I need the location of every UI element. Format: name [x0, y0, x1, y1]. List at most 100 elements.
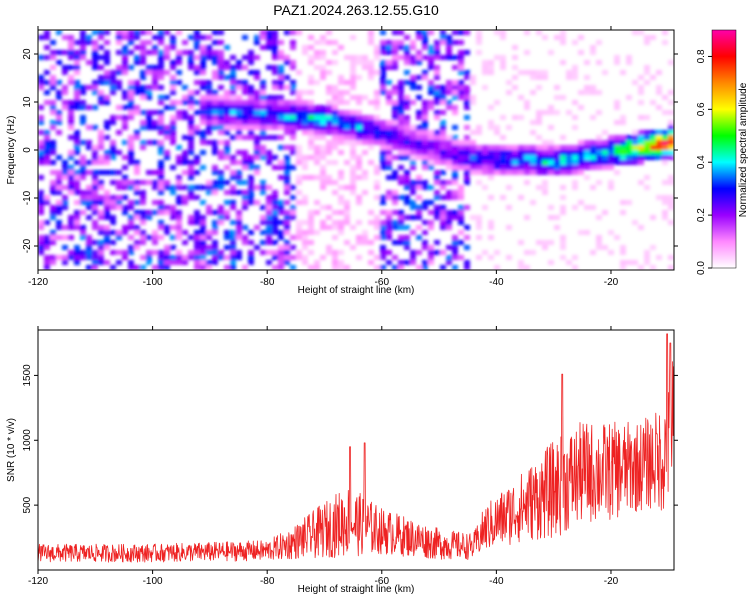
heatmap-cell [422, 135, 428, 140]
heatmap-cell [452, 90, 458, 95]
heatmap-cell [254, 55, 260, 60]
heatmap-cell [428, 185, 434, 190]
heatmap-cell [416, 50, 422, 55]
heatmap-cell [566, 170, 572, 175]
heatmap-cell [212, 105, 218, 110]
heatmap-cell [140, 55, 146, 60]
heatmap-cell [338, 80, 344, 85]
heatmap-cell [668, 125, 674, 130]
heatmap-cell [464, 145, 470, 150]
heatmap-cell [452, 150, 458, 155]
heatmap-cell [260, 100, 266, 105]
heatmap-cell [200, 135, 206, 140]
heatmap-cell [164, 150, 170, 155]
heatmap-cell [272, 265, 278, 270]
heatmap-cell [434, 250, 440, 255]
heatmap-cell [530, 150, 536, 155]
heatmap-cell [110, 240, 116, 245]
heatmap-cell [476, 165, 482, 170]
heatmap-cell [434, 205, 440, 210]
heatmap-cell [452, 80, 458, 85]
heatmap-cell [458, 85, 464, 90]
heatmap-cell [272, 80, 278, 85]
heatmap-cell [392, 210, 398, 215]
heatmap-cell [254, 35, 260, 40]
heatmap-cell [128, 115, 134, 120]
heatmap-cell [494, 125, 500, 130]
heatmap-cell [428, 210, 434, 215]
heatmap-cell [242, 160, 248, 165]
heatmap-cell [140, 215, 146, 220]
heatmap-cell [338, 250, 344, 255]
heatmap-cell [452, 40, 458, 45]
heatmap-cell [242, 85, 248, 90]
heatmap-cell [410, 205, 416, 210]
heatmap-cell [170, 130, 176, 135]
heatmap-cell [476, 170, 482, 175]
heatmap-cell [200, 100, 206, 105]
heatmap-cell [446, 150, 452, 155]
heatmap-cell [278, 245, 284, 250]
heatmap-cell [272, 120, 278, 125]
heatmap-cell [398, 135, 404, 140]
heatmap-cell [74, 50, 80, 55]
heatmap-cell [128, 150, 134, 155]
heatmap-cell [188, 65, 194, 70]
heatmap-cell [578, 160, 584, 165]
heatmap-cell [350, 130, 356, 135]
heatmap-cell [98, 210, 104, 215]
heatmap-cell [80, 165, 86, 170]
heatmap-cell [410, 55, 416, 60]
heatmap-cell [62, 65, 68, 70]
heatmap-cell [524, 150, 530, 155]
heatmap-cell [158, 70, 164, 75]
heatmap-cell [74, 70, 80, 75]
heatmap-cell [452, 165, 458, 170]
heatmap-cell [602, 150, 608, 155]
heatmap-cell [248, 90, 254, 95]
heatmap-cell [134, 225, 140, 230]
heatmap-cell [392, 115, 398, 120]
heatmap-cell [422, 75, 428, 80]
heatmap-cell [338, 115, 344, 120]
heatmap-cell [194, 220, 200, 225]
heatmap-cell [542, 190, 548, 195]
heatmap-cell [170, 90, 176, 95]
heatmap-cell [596, 135, 602, 140]
heatmap-cell [362, 120, 368, 125]
heatmap-cell [590, 85, 596, 90]
heatmap-cell [434, 70, 440, 75]
heatmap-cell [632, 140, 638, 145]
heatmap-cell [470, 160, 476, 165]
heatmap-cell [272, 125, 278, 130]
heatmap-cell [176, 225, 182, 230]
heatmap-cell [212, 120, 218, 125]
heatmap-cell [614, 100, 620, 105]
heatmap-cell [128, 110, 134, 115]
heatmap-cell [110, 140, 116, 145]
heatmap-cell [230, 105, 236, 110]
heatmap-cell [146, 255, 152, 260]
heatmap-cell [278, 50, 284, 55]
heatmap-cell [278, 120, 284, 125]
heatmap-cell [158, 140, 164, 145]
heatmap-cell [560, 165, 566, 170]
heatmap-cell [80, 255, 86, 260]
heatmap-cell [80, 45, 86, 50]
heatmap-cell [134, 135, 140, 140]
heatmap-cell [608, 160, 614, 165]
heatmap-cell [446, 80, 452, 85]
heatmap-cell [422, 40, 428, 45]
heatmap-cell [416, 195, 422, 200]
heatmap-cell [128, 90, 134, 95]
heatmap-cell [530, 200, 536, 205]
heatmap-cell [314, 265, 320, 270]
heatmap-cell [170, 255, 176, 260]
heatmap-cell [422, 185, 428, 190]
heatmap-cell [374, 50, 380, 55]
heatmap-cell [590, 250, 596, 255]
heatmap-cell [560, 170, 566, 175]
heatmap-cell [518, 165, 524, 170]
heatmap-cell [74, 135, 80, 140]
heatmap-cell [410, 60, 416, 65]
